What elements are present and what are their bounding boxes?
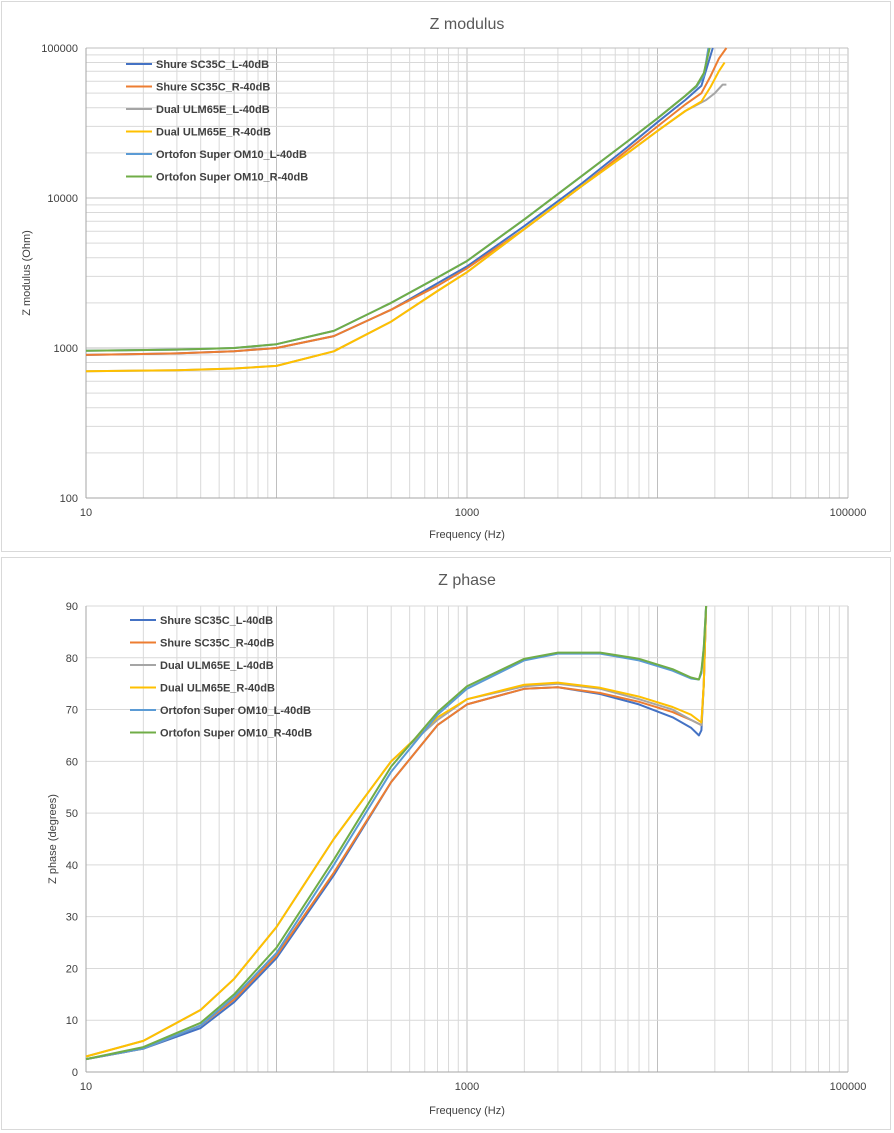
z-modulus-chart: Z modulus 10 1000 100000 100 1000 10000 100000 F… [21, 16, 867, 541]
legend-entry: Shure SC35C_L-40dB [160, 615, 273, 627]
series-line-2 [85, 605, 708, 1061]
legend-entry: Shure SC35C_R-40dB [156, 82, 270, 94]
x-tick-label: 1000 [455, 1081, 479, 1093]
y-tick-label: 20 [66, 963, 78, 975]
y-tick-label: 30 [66, 912, 78, 924]
y-tick-label: 100 [60, 493, 78, 505]
legend-entry: Shure SC35C_L-40dB [156, 59, 269, 71]
y-tick-label: 80 [66, 653, 78, 665]
x-tick-label: 10 [80, 507, 92, 519]
chart-title: Z modulus [430, 16, 505, 33]
legend-entry: Dual ULM65E_L-40dB [156, 104, 270, 116]
legend-entry: Ortofon Super OM10_R-40dB [160, 728, 312, 740]
series-line-2 [85, 47, 728, 356]
series-line-4 [85, 605, 708, 1058]
x-tick-label: 100000 [830, 1081, 867, 1093]
y-tick-label: 10000 [47, 193, 78, 205]
z-phase-chart-panel: Z phase 10 1000 100000 0 10 20 30 40 50 60 70 80 90 Fr… [1, 557, 891, 1130]
series-line-6 [85, 605, 708, 1061]
y-axis-label: Z phase (degrees) [47, 794, 59, 884]
y-tick-label: 100000 [41, 43, 78, 55]
x-tick-label: 1000 [455, 507, 479, 519]
series-line-1 [85, 47, 714, 356]
y-tick-label: 40 [66, 860, 78, 872]
legend-entry: Ortofon Super OM10_L-40dB [160, 705, 311, 717]
legend-entry: Dual ULM65E_R-40dB [156, 127, 271, 139]
z-modulus-chart-panel: Z modulus 10 1000 100000 100 1000 10000 100000 F… [1, 1, 891, 552]
chart-title: Z phase [438, 572, 496, 589]
x-tick-label: 10 [80, 1081, 92, 1093]
legend-entry: Shure SC35C_R-40dB [160, 638, 274, 650]
y-tick-label: 1000 [54, 343, 78, 355]
x-axis-label: Frequency (Hz) [429, 1105, 505, 1117]
y-tick-label: 60 [66, 756, 78, 768]
legend-entry: Dual ULM65E_L-40dB [160, 660, 274, 672]
legend-entry: Dual ULM65E_R-40dB [160, 683, 275, 695]
y-tick-label: 90 [66, 601, 78, 613]
y-tick-label: 10 [66, 1015, 78, 1027]
legend-entry: Ortofon Super OM10_L-40dB [156, 149, 307, 161]
y-tick-label: 50 [66, 808, 78, 820]
x-axis-label: Frequency (Hz) [429, 529, 505, 541]
series-line-5 [85, 605, 708, 1061]
y-tick-label: 0 [72, 1067, 78, 1079]
y-tick-label: 70 [66, 705, 78, 717]
series-line-1 [85, 605, 708, 1061]
y-axis-label: Z modulus (Ohm) [21, 230, 33, 316]
series-line-6 [85, 47, 711, 352]
x-tick-label: 100000 [830, 507, 867, 519]
legend-entry: Ortofon Super OM10_R-40dB [156, 172, 308, 184]
series-line-4 [85, 61, 726, 373]
series-line-3 [85, 605, 708, 1058]
gridlines [85, 605, 849, 1073]
